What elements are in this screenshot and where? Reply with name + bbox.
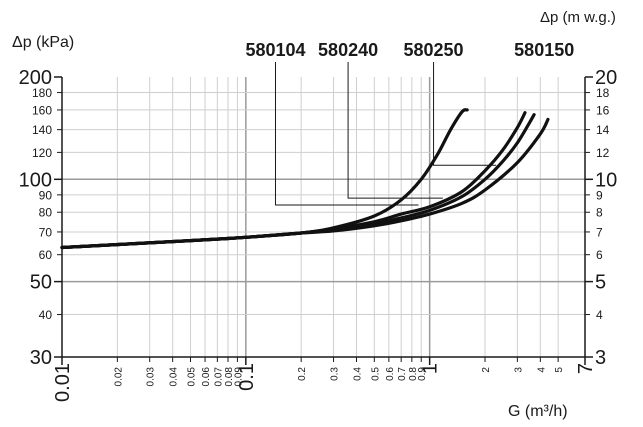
x-tick-label-major: 0.01 [52,363,74,402]
series-curves [60,108,550,250]
grid [62,77,585,357]
y-tick-label-right-minor: 14 [596,123,610,137]
y-tick-label-right-minor: 9 [596,188,603,202]
y-tick-label-left-minor: 70 [39,225,53,239]
series-curve-580250 [60,113,536,250]
y-tick-label-right-minor: 12 [596,146,610,160]
y-tick-label-right-major: 5 [595,272,606,294]
x-tick-label-minor: 0.9 [417,367,428,381]
y-tick-label-left-minor: 80 [39,206,53,220]
y-tick-label-right-minor: 7 [596,225,603,239]
x-tick-label-minor: 0.09 [233,367,244,387]
x-tick-label-major: 1 [420,363,442,374]
x-tick-label-minor: 0.07 [213,367,224,387]
x-tick-label-major: 0.1 [236,363,258,391]
y-tick-label-right-major: 3 [595,347,606,369]
series-curve-580150 [60,117,550,250]
x-tick-label-minor: 0.5 [370,367,381,381]
x-tick-label-minor: 0.05 [186,367,197,387]
y-tick-label-left-major: 200 [19,67,52,89]
series-label-580240: 580240 [318,40,378,60]
x-tick-label-minor: 2 [481,367,492,373]
y-tick-label-left-minor: 90 [39,188,53,202]
y-tick-label-right-major: 10 [595,169,617,191]
leader-lines [274,62,497,206]
x-tick-label-minor: 0.03 [146,367,157,387]
y-tick-label-right-major: 20 [595,67,617,89]
y-tick-label-left-major: 50 [30,272,52,294]
x-tick-label-minor: 5 [554,367,565,373]
x-tick-label-minor: 0.04 [169,367,180,387]
y-axis-right-label: Δp (m w.g.) [540,9,616,26]
x-tick-label-major: 7 [575,363,597,374]
y-tick-label-left-minor: 40 [39,308,53,322]
x-tick-label-minor: 0.3 [330,367,341,381]
leader-line-580104 [274,62,419,206]
x-tick-label-minor: 0.02 [113,367,124,387]
y-tick-label-left-major: 30 [30,347,52,369]
y-tick-label-right-minor: 16 [596,103,610,117]
x-tick-label-minor: 3 [513,367,524,373]
y-tick-label-left-minor: 160 [32,103,52,117]
x-tick-label-minor: 0.2 [297,367,308,381]
x-tick-label-minor: 4 [536,367,547,373]
x-axis-label: G (m³/h) [508,403,568,420]
series-label-580104: 580104 [245,40,305,60]
x-tick-label-minor: 0.6 [385,367,396,381]
x-tick-label-minor: 0.06 [201,367,212,387]
y-tick-label-right-minor: 18 [596,86,610,100]
series-label-580250: 580250 [404,40,464,60]
x-tick-label-minor: 0.4 [352,367,363,381]
y-tick-label-left-minor: 60 [39,248,53,262]
y-tick-label-left-minor: 140 [32,123,52,137]
series-label-580150: 580150 [514,40,574,60]
series-curve-580240 [60,111,527,250]
y-tick-label-right-minor: 6 [596,248,603,262]
x-tick-label-minor: 0.08 [224,367,235,387]
y-tick-label-left-major: 100 [19,169,52,191]
y-tick-label-right-minor: 4 [596,308,603,322]
y-axis-left-label: Δp (kPa) [12,34,74,51]
leader-line-580240 [347,62,443,199]
axes [54,76,593,365]
y-tick-label-right-minor: 8 [596,206,603,220]
y-tick-label-left-minor: 120 [32,146,52,160]
tick-labels: 30 50 100 200 40 60 70 80 90 120 140 160 180 3 5 10 20 4 6… [19,40,618,402]
x-tick-label-minor: 0.7 [397,367,408,381]
leader-line-580250 [433,62,497,166]
x-tick-label-minor: 0.8 [408,367,419,381]
y-tick-label-left-minor: 180 [32,86,52,100]
